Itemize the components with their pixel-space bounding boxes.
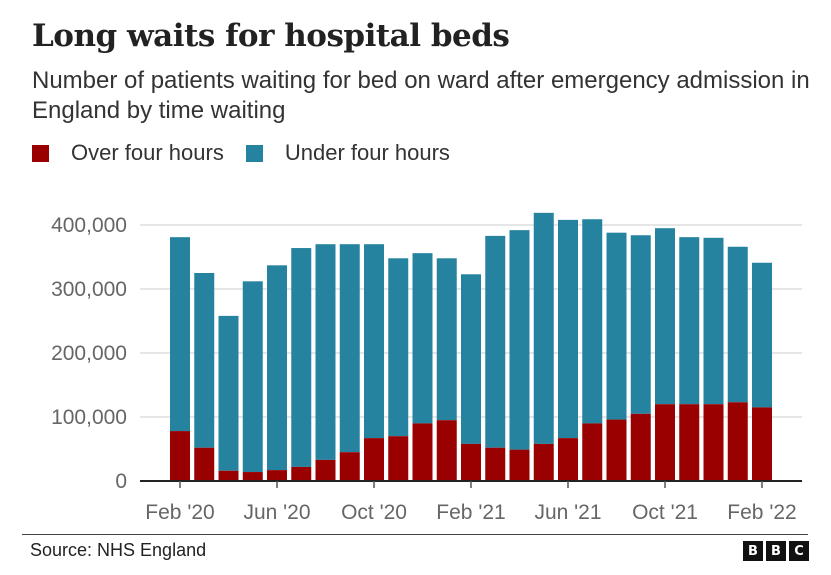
bar-over-four-hours bbox=[509, 449, 530, 481]
bar-over-four-hours bbox=[267, 470, 287, 481]
chart-title: Long waits for hospital beds bbox=[32, 18, 510, 54]
bar-over-four-hours bbox=[703, 404, 724, 481]
y-tick-label: 100,000 bbox=[51, 406, 127, 429]
bar-over-four-hours bbox=[485, 447, 506, 481]
bar-over-four-hours bbox=[679, 404, 700, 481]
bbc-logo-letter: B bbox=[743, 541, 763, 561]
bars bbox=[170, 212, 772, 481]
legend-swatch-over bbox=[32, 144, 49, 162]
legend-swatch-under bbox=[245, 144, 263, 162]
bar-under-four-hours bbox=[194, 273, 215, 448]
bar-over-four-hours bbox=[727, 402, 748, 481]
bar-over-four-hours bbox=[315, 459, 336, 481]
bar-under-four-hours bbox=[606, 232, 627, 420]
bar-over-four-hours bbox=[606, 419, 627, 481]
bar-under-four-hours bbox=[364, 244, 384, 439]
bbc-logo: B B C bbox=[743, 541, 809, 561]
y-tick-label: 300,000 bbox=[51, 278, 127, 301]
bar-under-four-hours bbox=[727, 246, 748, 403]
y-tick-label: 0 bbox=[115, 470, 127, 493]
legend-label-under: Under four hours bbox=[284, 140, 450, 165]
bar-over-four-hours bbox=[558, 438, 578, 481]
bar-under-four-hours bbox=[388, 258, 409, 437]
bar-over-four-hours bbox=[412, 423, 433, 481]
bar-over-four-hours bbox=[242, 472, 263, 481]
x-tick-label: Oct '20 bbox=[341, 501, 407, 524]
bar-over-four-hours bbox=[170, 431, 190, 481]
bar-over-four-hours bbox=[582, 423, 603, 481]
bbc-logo-letter: C bbox=[789, 541, 809, 561]
x-tick-label: Jun '21 bbox=[534, 501, 601, 524]
source-note: Source: NHS England bbox=[30, 540, 207, 560]
bar-under-four-hours bbox=[436, 258, 457, 421]
bar-over-four-hours bbox=[533, 443, 554, 481]
legend-item-under: Under four hours bbox=[245, 140, 450, 166]
bar-over-four-hours bbox=[655, 404, 675, 481]
bar-under-four-hours bbox=[582, 219, 603, 424]
x-tick-label: Feb '22 bbox=[727, 501, 796, 524]
bar-under-four-hours bbox=[558, 219, 578, 439]
legend-item-over: Over four hours bbox=[32, 140, 224, 166]
bar-over-four-hours bbox=[364, 438, 384, 481]
bbc-logo-letter: B bbox=[766, 541, 786, 561]
bar-under-four-hours bbox=[752, 262, 772, 408]
bar-over-four-hours bbox=[218, 470, 239, 481]
bar-under-four-hours bbox=[315, 244, 336, 460]
bar-under-four-hours bbox=[170, 237, 190, 432]
bar-under-four-hours bbox=[655, 228, 675, 405]
bar-over-four-hours bbox=[436, 420, 457, 481]
bar-over-four-hours bbox=[388, 436, 409, 481]
bar-over-four-hours bbox=[194, 447, 215, 481]
bar-over-four-hours bbox=[461, 443, 481, 481]
x-tick-label: Oct '21 bbox=[632, 501, 698, 524]
footer-divider bbox=[22, 534, 808, 535]
bar-under-four-hours bbox=[242, 281, 263, 473]
bar-under-four-hours bbox=[339, 244, 360, 453]
bar-under-four-hours bbox=[533, 212, 554, 444]
bar-over-four-hours bbox=[291, 466, 312, 481]
bar-under-four-hours bbox=[412, 253, 433, 424]
bar-under-four-hours bbox=[267, 265, 287, 471]
x-tick-label: Feb '21 bbox=[436, 501, 505, 524]
bar-over-four-hours bbox=[339, 452, 360, 481]
bar-under-four-hours bbox=[703, 237, 724, 405]
legend-label-over: Over four hours bbox=[71, 140, 224, 165]
bar-under-four-hours bbox=[630, 235, 651, 414]
chart-subtitle: Number of patients waiting for bed on wa… bbox=[32, 67, 810, 124]
x-axis-ticks: Feb '20 Jun '20 Oct '20 Feb '21 Jun '21 Oct '… bbox=[140, 480, 802, 524]
bar-under-four-hours bbox=[485, 235, 506, 448]
bar-over-four-hours bbox=[752, 407, 772, 481]
bar-chart: 0 100,000 200,000 300,000 400,000 Feb '20 Jun… bbox=[51, 212, 802, 524]
y-tick-label: 200,000 bbox=[51, 342, 127, 365]
bar-under-four-hours bbox=[461, 274, 481, 444]
y-tick-label: 400,000 bbox=[51, 214, 127, 237]
legend: Over four hours Under four hours bbox=[32, 140, 472, 166]
bar-over-four-hours bbox=[630, 413, 651, 481]
bar-under-four-hours bbox=[291, 248, 312, 467]
bar-under-four-hours bbox=[509, 230, 530, 450]
bar-under-four-hours bbox=[218, 315, 239, 471]
x-tick-label: Jun '20 bbox=[243, 501, 310, 524]
y-axis-ticks: 0 100,000 200,000 300,000 400,000 bbox=[51, 214, 127, 493]
bar-under-four-hours bbox=[679, 237, 700, 405]
x-tick-label: Feb '20 bbox=[145, 501, 214, 524]
